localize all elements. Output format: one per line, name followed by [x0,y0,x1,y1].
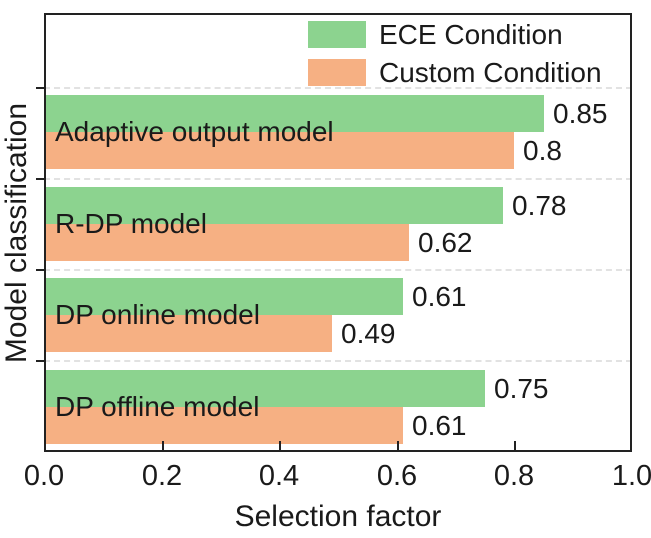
x-tick-label: 0.0 [23,460,65,492]
bar-ece [44,370,485,407]
bar-custom [44,315,332,352]
category-label: DP online model [55,299,260,330]
x-axis-tick [44,441,46,452]
x-axis-label: Selection factor [234,500,442,533]
x-tick-label: 1.0 [611,460,651,492]
legend-item: ECE Condition [308,18,602,51]
bar-ece [44,95,544,132]
plot-area: ECE Condition Custom Condition 0.85 0.8 Ada… [44,13,632,452]
category-label: R-DP model [55,208,207,239]
bar-value-label: 0.49 [341,318,396,349]
x-tick-label: 0.6 [376,460,418,492]
gridline [44,360,632,362]
legend-label: ECE Condition [379,19,563,50]
legend-swatch-ece [308,21,366,48]
x-axis-tick [397,441,399,452]
gridline [44,178,632,180]
bar-value-label: 0.61 [412,410,467,441]
y-axis-tick [36,269,44,271]
bar-ece [44,278,403,315]
legend: ECE Condition Custom Condition [308,18,602,94]
y-axis-label: Model classification [0,102,33,364]
y-axis-tick [36,360,44,362]
bar-custom [44,407,403,444]
bar-custom [44,224,409,261]
x-tick-label: 0.8 [493,460,535,492]
bar-value-label: 0.85 [553,98,608,129]
x-axis-tick [514,441,516,452]
bar-ece [44,187,503,224]
gridline [44,87,632,89]
y-axis-tick [36,178,44,180]
bar-value-label: 0.62 [418,227,473,258]
y-axis-tick [36,87,44,89]
category-label: Adaptive output model [55,116,334,147]
x-axis-tick [630,441,632,452]
category-label: DP offline model [55,391,260,422]
bar-value-label: 0.78 [512,190,567,221]
legend-item: Custom Condition [308,56,602,89]
x-axis-tick [162,441,164,452]
bar-custom [44,132,514,169]
gridline [44,269,632,271]
bar-value-label: 0.61 [412,281,467,312]
x-axis-tick [279,441,281,452]
x-tick-label: 0.4 [258,460,300,492]
x-tick-label: 0.2 [141,460,183,492]
bar-value-label: 0.75 [494,373,549,404]
legend-swatch-custom [308,59,366,86]
bar-value-label: 0.8 [523,135,562,166]
legend-label: Custom Condition [379,57,602,88]
